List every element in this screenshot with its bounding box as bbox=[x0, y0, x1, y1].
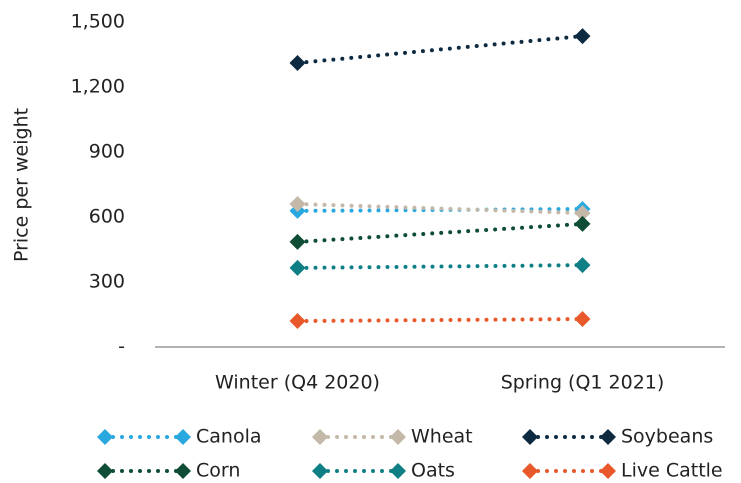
legend-label: Corn bbox=[196, 460, 240, 482]
marker bbox=[289, 313, 306, 329]
marker bbox=[574, 215, 591, 232]
series-line bbox=[295, 317, 585, 323]
marker bbox=[289, 196, 306, 212]
y-tick-label: 300 bbox=[89, 271, 125, 293]
x-tick-label: Winter (Q4 2020) bbox=[215, 372, 380, 394]
legend-marker bbox=[522, 429, 538, 445]
y-tick-label: 900 bbox=[89, 141, 125, 163]
legend-marker bbox=[312, 429, 328, 445]
legend-marker bbox=[390, 429, 406, 445]
legend-label: Canola bbox=[196, 426, 262, 448]
series-line bbox=[295, 34, 585, 65]
series-line bbox=[295, 202, 585, 216]
marker bbox=[289, 233, 306, 250]
x-tick-label: Spring (Q1 2021) bbox=[501, 372, 665, 394]
y-tick-label: 600 bbox=[89, 206, 125, 228]
series-line bbox=[295, 221, 585, 244]
marker bbox=[289, 259, 306, 276]
legend-marker bbox=[600, 429, 616, 445]
y-tick-label: 1,500 bbox=[71, 11, 125, 33]
legend-label: Wheat bbox=[411, 426, 473, 448]
legend-marker bbox=[390, 463, 406, 479]
legend-marker bbox=[522, 463, 538, 479]
marker bbox=[574, 257, 591, 274]
marker bbox=[574, 28, 591, 45]
marker bbox=[289, 54, 306, 71]
legend-marker bbox=[175, 429, 191, 445]
y-axis-label: Price per weight bbox=[11, 108, 33, 262]
legend-marker bbox=[312, 463, 328, 479]
y-tick-label: 1,200 bbox=[71, 76, 125, 98]
marker bbox=[574, 205, 591, 222]
series-line bbox=[295, 263, 585, 270]
y-tick-label: - bbox=[118, 336, 125, 358]
legend-marker bbox=[97, 463, 113, 479]
legend-marker bbox=[600, 463, 616, 479]
marker bbox=[574, 311, 591, 328]
legend-marker bbox=[175, 463, 191, 479]
legend-marker bbox=[97, 429, 113, 445]
legend-label: Live Cattle bbox=[621, 460, 723, 482]
legend-label: Oats bbox=[411, 460, 455, 482]
legend-label: Soybeans bbox=[621, 426, 713, 448]
